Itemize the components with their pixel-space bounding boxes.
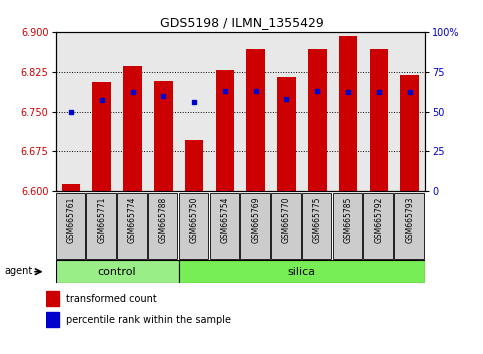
Text: GSM665774: GSM665774 xyxy=(128,197,137,243)
FancyBboxPatch shape xyxy=(179,260,425,283)
Text: silica: silica xyxy=(288,267,316,277)
Bar xyxy=(246,49,265,191)
Text: GSM665769: GSM665769 xyxy=(251,197,260,243)
Text: GSM665785: GSM665785 xyxy=(343,197,353,243)
Text: GSM665761: GSM665761 xyxy=(67,197,75,243)
FancyBboxPatch shape xyxy=(179,193,208,259)
FancyBboxPatch shape xyxy=(148,193,177,259)
FancyBboxPatch shape xyxy=(364,193,393,259)
Bar xyxy=(46,312,59,327)
Text: agent: agent xyxy=(4,266,33,275)
Text: GSM665750: GSM665750 xyxy=(190,197,199,243)
Bar xyxy=(123,66,142,191)
Text: GSM665754: GSM665754 xyxy=(220,197,229,243)
FancyBboxPatch shape xyxy=(86,193,116,259)
FancyBboxPatch shape xyxy=(394,193,424,259)
Text: GSM665771: GSM665771 xyxy=(97,197,106,243)
Text: GDS5198 / ILMN_1355429: GDS5198 / ILMN_1355429 xyxy=(159,16,324,29)
FancyBboxPatch shape xyxy=(117,193,147,259)
Bar xyxy=(62,184,80,191)
FancyBboxPatch shape xyxy=(302,193,331,259)
Bar xyxy=(308,49,327,191)
Bar xyxy=(185,140,203,191)
FancyBboxPatch shape xyxy=(210,193,239,259)
Text: GSM665793: GSM665793 xyxy=(405,197,414,243)
FancyBboxPatch shape xyxy=(56,260,179,283)
Text: GSM665788: GSM665788 xyxy=(159,197,168,243)
Text: percentile rank within the sample: percentile rank within the sample xyxy=(66,315,231,325)
Bar xyxy=(369,49,388,191)
FancyBboxPatch shape xyxy=(56,193,85,259)
Text: control: control xyxy=(98,267,136,277)
Bar xyxy=(46,291,59,306)
FancyBboxPatch shape xyxy=(271,193,300,259)
Bar xyxy=(277,77,296,191)
Text: GSM665770: GSM665770 xyxy=(282,197,291,243)
Bar xyxy=(215,70,234,191)
FancyBboxPatch shape xyxy=(240,193,270,259)
Text: transformed count: transformed count xyxy=(66,293,157,304)
FancyBboxPatch shape xyxy=(333,193,362,259)
Text: GSM665775: GSM665775 xyxy=(313,197,322,243)
Text: GSM665792: GSM665792 xyxy=(374,197,384,243)
Bar xyxy=(154,81,172,191)
Bar xyxy=(92,82,111,191)
Bar xyxy=(400,75,419,191)
Bar xyxy=(339,35,357,191)
